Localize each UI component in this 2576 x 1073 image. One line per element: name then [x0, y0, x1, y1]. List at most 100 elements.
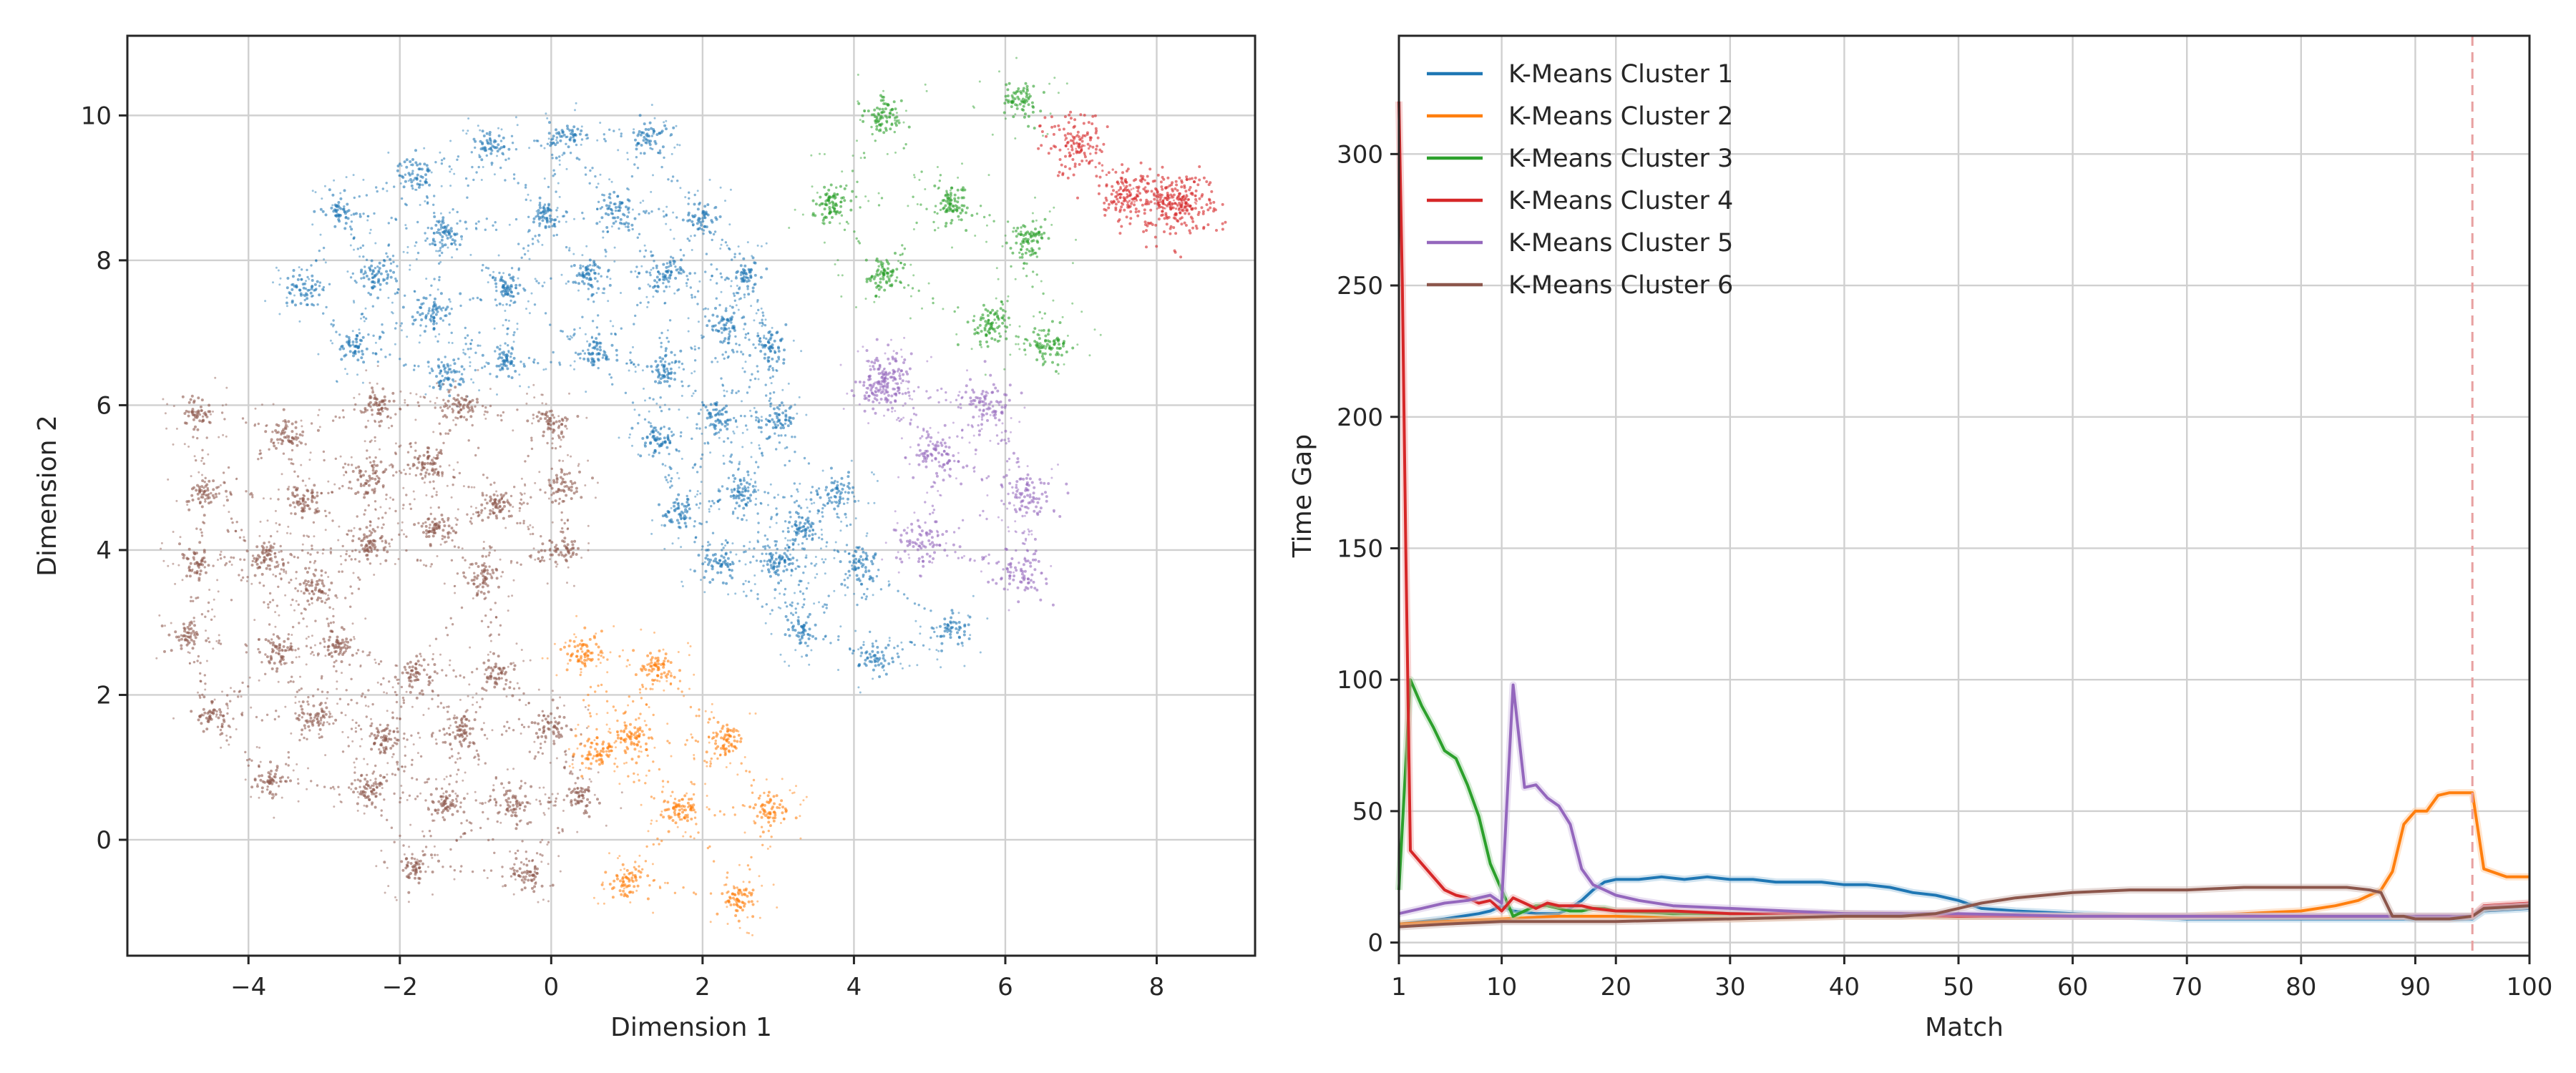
scatter-point	[793, 501, 796, 504]
scatter-point	[618, 128, 620, 131]
scatter-point	[635, 144, 638, 147]
scatter-point	[765, 437, 768, 440]
scatter-point	[552, 224, 556, 227]
scatter-point	[960, 208, 964, 212]
scatter-point	[769, 405, 772, 408]
scatter-point	[746, 916, 749, 918]
scatter-point	[912, 228, 915, 230]
scatter-point	[708, 765, 712, 768]
scatter-point	[608, 730, 610, 733]
scatter-point	[784, 561, 786, 564]
scatter-point	[979, 205, 982, 207]
scatter-point	[727, 901, 731, 904]
scatter-point	[293, 285, 296, 288]
scatter-point	[746, 288, 749, 290]
scatter-point	[872, 555, 875, 559]
scatter-point	[651, 519, 653, 521]
scatter-point	[632, 131, 635, 134]
scatter-point	[774, 349, 776, 352]
scatter-point	[368, 266, 371, 270]
scatter-point	[704, 783, 706, 785]
scatter-point	[761, 454, 764, 457]
scatter-point	[595, 348, 599, 351]
scatter-point	[764, 622, 767, 624]
scatter-point	[784, 536, 787, 539]
scatter-point	[660, 165, 663, 169]
scatter-point	[698, 502, 702, 505]
scatter-point	[569, 152, 572, 155]
scatter-point	[346, 210, 349, 213]
scatter-point	[733, 507, 737, 510]
scatter-point	[871, 471, 873, 474]
scatter-point	[841, 487, 844, 491]
scatter-point	[545, 218, 549, 222]
scatter-point	[517, 277, 519, 280]
scatter-point	[400, 197, 404, 200]
scatter-point	[892, 660, 894, 664]
scatter-point	[707, 442, 710, 445]
scatter-point	[840, 582, 844, 586]
scatter-point	[663, 436, 666, 440]
scatter-point	[365, 275, 369, 278]
scatter-point	[527, 300, 530, 303]
scatter-point	[475, 227, 478, 230]
scatter-point	[441, 242, 444, 245]
scatter-point	[666, 481, 669, 484]
scatter-point	[847, 491, 850, 494]
scatter-point	[820, 529, 823, 531]
scatter-point	[733, 432, 736, 435]
scatter-point	[789, 416, 792, 420]
scatter-point	[424, 239, 427, 242]
scatter-point	[698, 227, 701, 230]
scatter-point	[768, 330, 771, 333]
scatter-point	[776, 330, 779, 334]
scatter-point	[698, 427, 701, 430]
scatter-point	[784, 496, 786, 499]
scatter-point	[620, 736, 623, 740]
scatter-point	[823, 603, 826, 606]
scatter-point	[628, 884, 631, 888]
scatter-point	[314, 191, 317, 194]
scatter-point	[666, 740, 669, 743]
scatter-point	[726, 418, 729, 422]
scatter-point	[890, 123, 894, 127]
scatter-point	[897, 121, 901, 124]
scatter-point	[558, 159, 561, 162]
scatter-point	[723, 424, 727, 428]
scatter-point	[318, 249, 321, 253]
scatter-point	[658, 432, 662, 436]
scatter-point	[928, 648, 931, 651]
scatter-point	[567, 145, 570, 149]
scatter-point	[734, 592, 737, 595]
scatter-point	[587, 288, 590, 290]
scatter-point	[703, 225, 706, 228]
scatter-point	[321, 288, 325, 291]
scatter-point	[712, 324, 716, 328]
scatter-point	[679, 349, 683, 353]
scatter-point	[645, 436, 649, 439]
scatter-point	[626, 895, 629, 898]
scatter-point	[711, 702, 713, 705]
scatter-point	[469, 365, 472, 368]
scatter-point	[660, 672, 663, 676]
scatter-point	[862, 573, 865, 577]
scatter-point	[425, 195, 429, 198]
scatter-point	[643, 136, 646, 139]
scatter-point	[724, 351, 728, 353]
scatter-point	[677, 288, 680, 291]
scatter-point	[600, 749, 603, 753]
scatter-point	[404, 180, 407, 183]
scatter-point	[336, 381, 338, 383]
scatter-point	[626, 659, 629, 662]
scatter-point	[769, 365, 772, 368]
scatter-point	[510, 346, 514, 350]
scatter-point	[950, 609, 954, 612]
scatter-point	[688, 191, 691, 194]
scatter-point	[444, 356, 447, 358]
scatter-point	[1017, 97, 1020, 101]
scatter-point	[396, 291, 399, 295]
scatter-point	[555, 190, 557, 193]
scatter-point	[489, 274, 492, 277]
scatter-point	[708, 416, 712, 419]
